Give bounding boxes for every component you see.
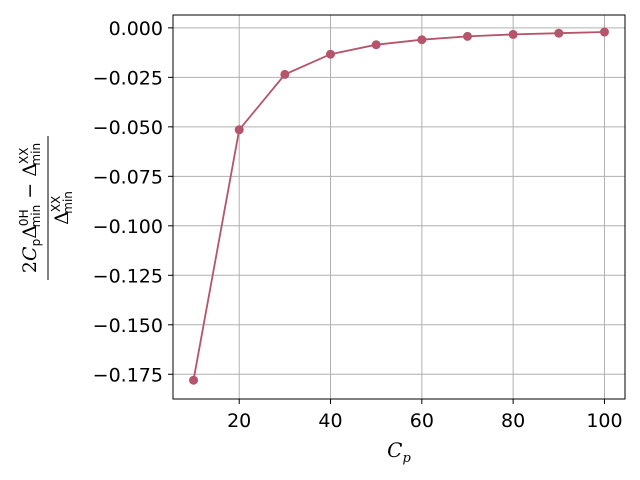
y-axis-label: 2CpΔ0Hmin − ΔXXmin ΔXXmin <box>17 136 75 280</box>
data-point <box>554 28 564 38</box>
x-axis-label-sub: p <box>402 451 411 466</box>
y-tick-label: −0.150 <box>93 315 163 337</box>
data-point <box>280 69 290 79</box>
y-tick-label: −0.025 <box>93 67 163 89</box>
data-point <box>417 35 427 45</box>
data-point <box>326 49 336 59</box>
y-axis-label-denominator: ΔXXmin <box>49 191 75 225</box>
y-tick-label: −0.125 <box>93 265 163 287</box>
grid <box>173 15 625 399</box>
y-tick-label: −0.175 <box>93 364 163 386</box>
data-point <box>599 27 609 37</box>
x-axis-label: Cp <box>387 438 411 466</box>
ticks: 20 40 60 80 100 0.000 −0.025 −0.050 −0.075 −0.100… <box>93 18 623 432</box>
data-point <box>462 31 472 41</box>
x-tick-label: 60 <box>410 410 434 432</box>
data-point <box>189 375 199 385</box>
plot-frame <box>172 14 626 400</box>
y-tick-label: 0.000 <box>109 18 163 40</box>
y-tick-label: −0.050 <box>93 117 163 139</box>
x-tick-label: 20 <box>227 410 251 432</box>
y-axis-label-numerator: 2CpΔ0Hmin − ΔXXmin <box>17 143 43 273</box>
data-point <box>234 125 244 135</box>
x-tick-label: 40 <box>318 410 342 432</box>
data-point <box>508 29 518 39</box>
data-point <box>371 40 381 50</box>
x-tick-label: 100 <box>586 410 622 432</box>
x-tick-label: 80 <box>501 410 525 432</box>
data-series <box>189 27 609 385</box>
y-tick-label: −0.100 <box>93 216 163 238</box>
y-tick-label: −0.075 <box>93 166 163 188</box>
series-line <box>192 31 605 381</box>
